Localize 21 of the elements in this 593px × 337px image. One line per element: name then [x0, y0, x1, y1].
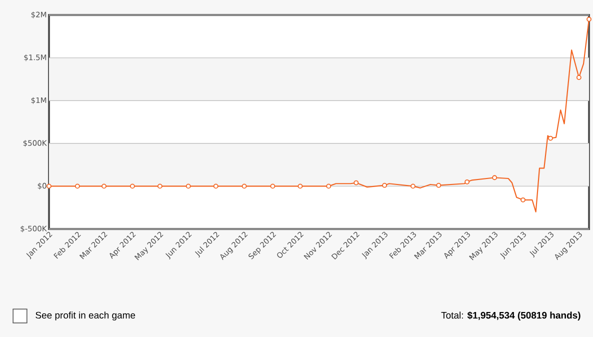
point [436, 182, 442, 188]
text: See profit in each game [36, 312, 136, 320]
point [298, 184, 303, 189]
point [354, 180, 359, 186]
point [186, 184, 191, 189]
point [382, 182, 388, 188]
point [157, 184, 162, 189]
point [410, 184, 416, 189]
point [74, 184, 80, 189]
point [102, 184, 106, 189]
point [326, 184, 332, 189]
point [270, 184, 276, 189]
point [520, 197, 526, 202]
text: Total: $1,954,534 (50819 hands) [441, 311, 580, 321]
point [464, 179, 470, 184]
point [548, 136, 553, 141]
point [213, 184, 218, 189]
point [242, 184, 247, 189]
point [130, 184, 135, 189]
point [46, 184, 52, 189]
point [492, 175, 498, 180]
